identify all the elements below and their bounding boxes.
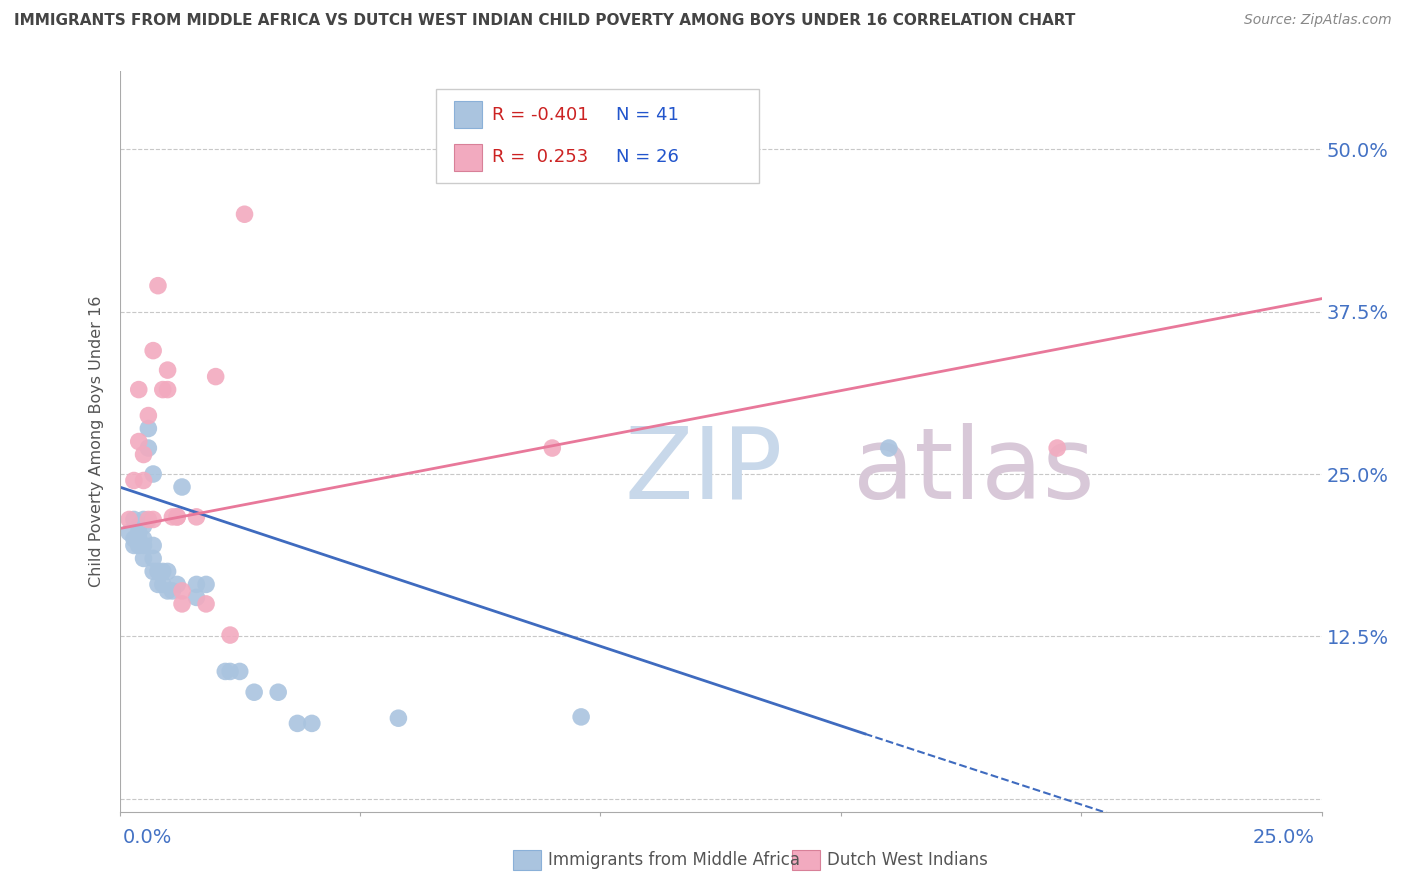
Text: R = -0.401: R = -0.401 [492, 106, 589, 124]
Point [128, 532, 150, 546]
Point [1046, 441, 1069, 455]
Point [170, 480, 193, 494]
Point [233, 207, 256, 221]
Text: 0.0%: 0.0% [122, 828, 172, 847]
Point [170, 583, 193, 598]
Point [152, 577, 174, 591]
Point [128, 383, 150, 397]
Point [142, 343, 165, 358]
Point [146, 278, 169, 293]
Point [186, 591, 208, 605]
Point [128, 519, 150, 533]
Point [156, 363, 179, 377]
Point [195, 577, 218, 591]
Point [287, 716, 309, 731]
Point [166, 509, 188, 524]
Point [146, 565, 169, 579]
Point [162, 509, 184, 524]
Text: atlas: atlas [853, 423, 1094, 520]
Point [152, 565, 174, 579]
Point [138, 409, 160, 423]
Point [132, 538, 155, 552]
Point [122, 512, 145, 526]
Point [267, 685, 290, 699]
Point [166, 509, 188, 524]
Text: Immigrants from Middle Africa: Immigrants from Middle Africa [548, 851, 800, 869]
Text: N = 41: N = 41 [616, 106, 679, 124]
Point [132, 551, 155, 566]
Point [219, 665, 242, 679]
Point [132, 512, 155, 526]
Point [204, 369, 226, 384]
Point [138, 421, 160, 435]
Point [128, 434, 150, 449]
Text: ZIP: ZIP [624, 423, 783, 520]
Point [118, 525, 141, 540]
Point [301, 716, 323, 731]
Point [162, 583, 184, 598]
Point [132, 474, 155, 488]
Point [541, 441, 564, 455]
Point [142, 538, 165, 552]
Point [142, 551, 165, 566]
Text: 25.0%: 25.0% [1253, 828, 1315, 847]
Point [156, 383, 179, 397]
Point [122, 532, 145, 546]
Point [186, 577, 208, 591]
Point [138, 441, 160, 455]
Text: R =  0.253: R = 0.253 [492, 148, 588, 166]
Point [118, 512, 141, 526]
Point [122, 474, 145, 488]
Point [138, 512, 160, 526]
Point [156, 565, 179, 579]
Point [877, 441, 900, 455]
Text: IMMIGRANTS FROM MIDDLE AFRICA VS DUTCH WEST INDIAN CHILD POVERTY AMONG BOYS UNDE: IMMIGRANTS FROM MIDDLE AFRICA VS DUTCH W… [14, 13, 1076, 29]
Point [228, 665, 252, 679]
Point [132, 532, 155, 546]
Point [142, 467, 165, 481]
Point [128, 525, 150, 540]
Point [170, 597, 193, 611]
Point [146, 577, 169, 591]
Text: Dutch West Indians: Dutch West Indians [827, 851, 987, 869]
Point [152, 383, 174, 397]
Point [387, 711, 409, 725]
Point [156, 583, 179, 598]
Point [132, 519, 155, 533]
Point [219, 628, 242, 642]
Text: Source: ZipAtlas.com: Source: ZipAtlas.com [1244, 13, 1392, 28]
Point [132, 448, 155, 462]
Point [195, 597, 218, 611]
Point [142, 512, 165, 526]
Point [214, 665, 236, 679]
Text: N = 26: N = 26 [616, 148, 679, 166]
Point [569, 710, 592, 724]
Y-axis label: Child Poverty Among Boys Under 16: Child Poverty Among Boys Under 16 [89, 296, 104, 587]
Point [186, 509, 208, 524]
Point [166, 577, 188, 591]
Point [128, 538, 150, 552]
Point [142, 565, 165, 579]
Point [243, 685, 266, 699]
Point [122, 538, 145, 552]
